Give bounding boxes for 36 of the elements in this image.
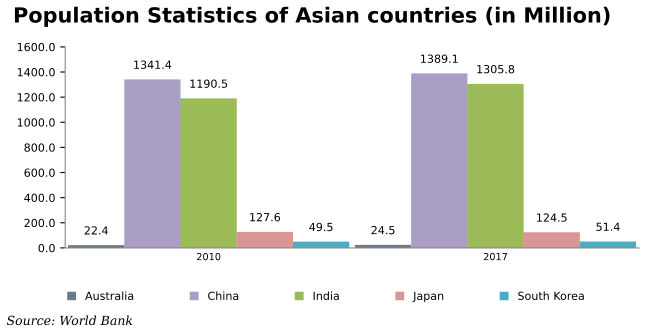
data-label: 49.5 <box>309 222 332 232</box>
bar <box>524 232 580 248</box>
bar <box>411 73 468 248</box>
bar <box>236 232 293 248</box>
y-tick-label: 1000.0 <box>18 118 55 127</box>
y-tick-label: 600.0 <box>24 168 55 177</box>
legend-label: India <box>314 291 339 300</box>
y-tick-label: 1600.0 <box>18 42 55 52</box>
data-label: 127.6 <box>250 212 280 222</box>
source-note: Source: World Bank <box>6 315 132 326</box>
data-label: 1305.8 <box>477 64 514 74</box>
bar <box>292 242 350 248</box>
data-label: 124.5 <box>537 213 567 222</box>
data-label: 1341.4 <box>134 60 172 69</box>
data-label: 24.5 <box>372 226 394 234</box>
chart-title: Population Statistics of Asian countries (in Million) <box>14 6 610 27</box>
x-tick-label: 2017 <box>484 252 508 260</box>
bar <box>124 79 181 248</box>
legend-label: South Korea <box>518 291 584 300</box>
legend-label: Japan <box>412 292 444 302</box>
bar <box>467 84 524 248</box>
legend-label: Australia <box>85 291 134 300</box>
bar <box>580 241 636 248</box>
legend-label: China <box>208 291 238 300</box>
y-tick-label: 800.0 <box>24 143 55 152</box>
data-label: 1190.5 <box>190 79 228 88</box>
data-label: 22.4 <box>84 226 108 234</box>
data-label: 1389.1 <box>421 54 458 63</box>
bar <box>180 98 237 248</box>
y-tick-label: 1400.0 <box>18 68 55 76</box>
data-label: 51.4 <box>596 222 620 231</box>
x-tick-label: 2010 <box>196 252 220 260</box>
y-tick-label: 200.0 <box>24 218 55 228</box>
y-tick-label: 0.0 <box>38 244 55 252</box>
y-tick-label: 1200.0 <box>18 93 55 102</box>
y-tick-label: 400.0 <box>24 194 55 202</box>
